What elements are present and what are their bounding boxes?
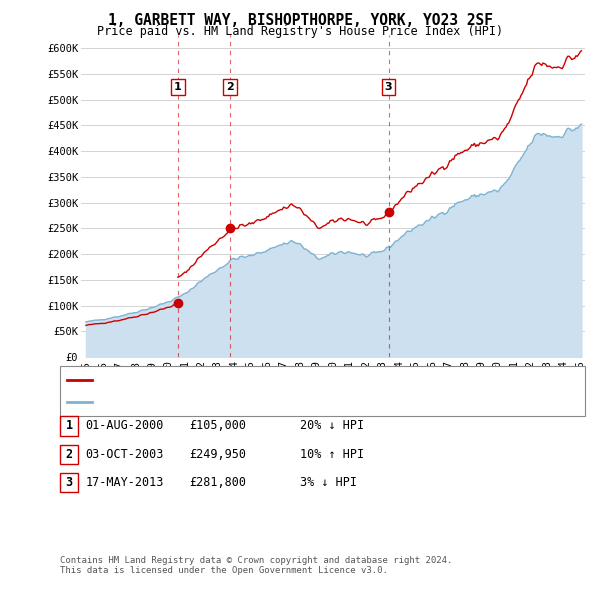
Text: 2: 2 <box>226 82 234 92</box>
Text: 3: 3 <box>65 476 73 489</box>
Text: 20% ↓ HPI: 20% ↓ HPI <box>300 419 364 432</box>
Text: 1, GARBETT WAY, BISHOPTHORPE, YORK, YO23 2SF: 1, GARBETT WAY, BISHOPTHORPE, YORK, YO23… <box>107 13 493 28</box>
Text: £249,950: £249,950 <box>189 448 246 461</box>
Text: 17-MAY-2013: 17-MAY-2013 <box>85 476 164 489</box>
Text: HPI: Average price, detached house, York: HPI: Average price, detached house, York <box>98 397 349 407</box>
Text: £105,000: £105,000 <box>189 419 246 432</box>
Text: £281,800: £281,800 <box>189 476 246 489</box>
Text: 1: 1 <box>65 419 73 432</box>
Text: Price paid vs. HM Land Registry's House Price Index (HPI): Price paid vs. HM Land Registry's House … <box>97 25 503 38</box>
Text: 01-AUG-2000: 01-AUG-2000 <box>85 419 164 432</box>
Text: 03-OCT-2003: 03-OCT-2003 <box>85 448 164 461</box>
Text: 10% ↑ HPI: 10% ↑ HPI <box>300 448 364 461</box>
Text: Contains HM Land Registry data © Crown copyright and database right 2024.
This d: Contains HM Land Registry data © Crown c… <box>60 556 452 575</box>
Text: 1: 1 <box>174 82 182 92</box>
Text: 3: 3 <box>385 82 392 92</box>
Text: 3% ↓ HPI: 3% ↓ HPI <box>300 476 357 489</box>
Text: 2: 2 <box>65 448 73 461</box>
Text: 1, GARBETT WAY, BISHOPTHORPE, YORK, YO23 2SF (detached house): 1, GARBETT WAY, BISHOPTHORPE, YORK, YO23… <box>98 375 479 385</box>
